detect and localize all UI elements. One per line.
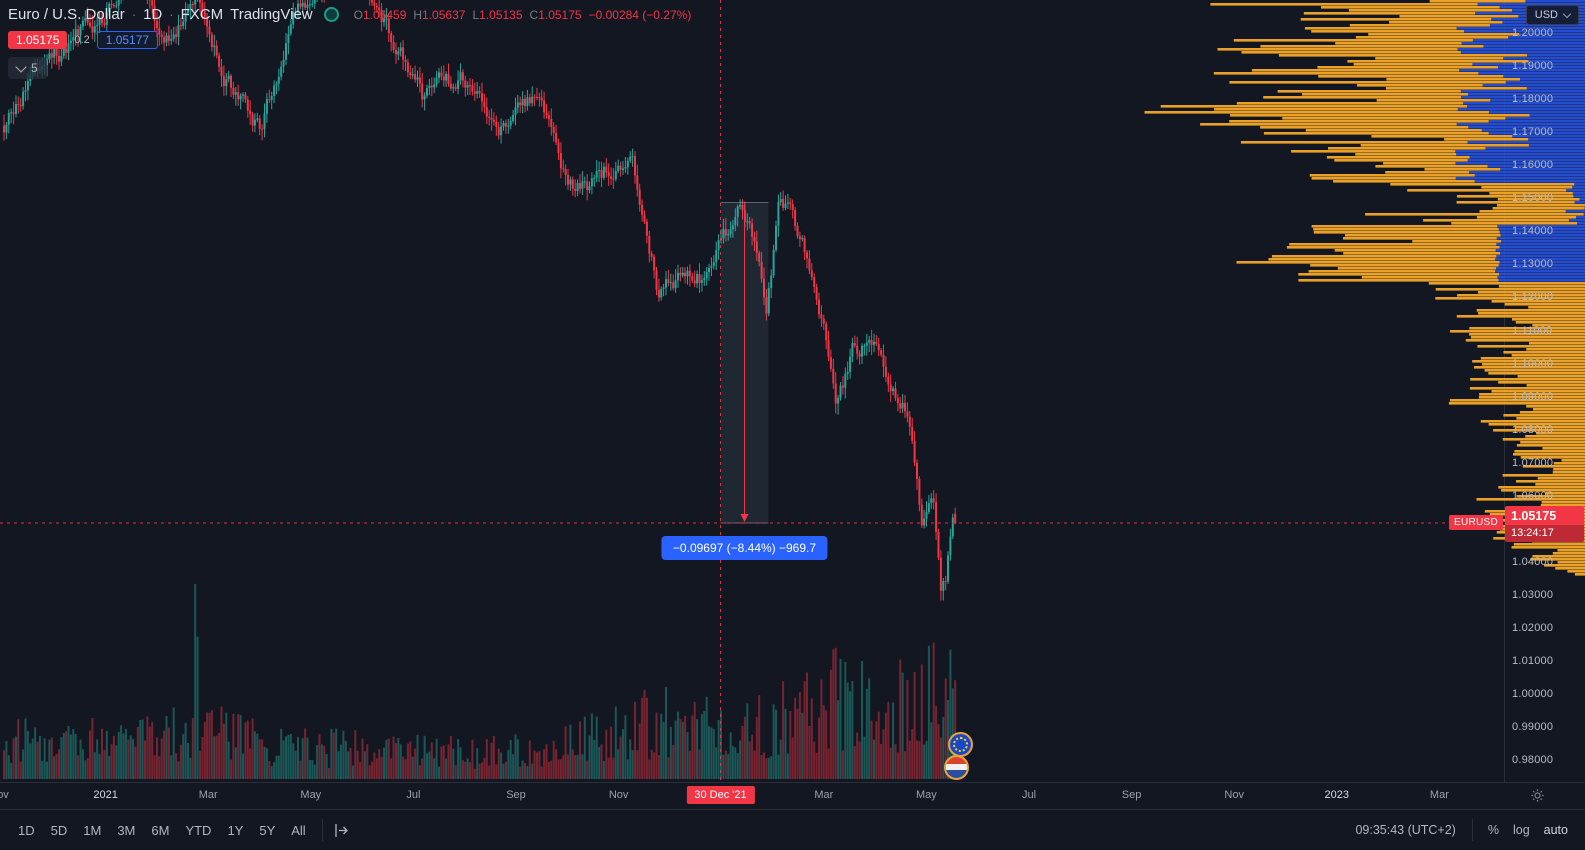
interval-button[interactable]: 1D (143, 6, 163, 23)
time-axis-label: Mar (1429, 789, 1449, 801)
time-axis-label: 2023 (1324, 789, 1350, 801)
measure-tool-label: −0.09697 (−8.44%) −969.7 (661, 536, 828, 561)
time-axis-label: 2021 (93, 789, 118, 801)
time-axis-label: Sep (1121, 789, 1142, 801)
range-all-button[interactable]: All (283, 819, 313, 842)
gear-icon[interactable] (1530, 788, 1545, 803)
date-range-buttons: 1D 5D 1M 3M 6M YTD 1Y 5Y All (10, 819, 314, 842)
log-scale-button[interactable]: log (1506, 819, 1537, 841)
time-axis-label: May (916, 789, 937, 801)
bid-price-button[interactable]: 1.05175 (8, 31, 68, 49)
sticker-flag-icon[interactable] (944, 755, 969, 780)
main-chart-canvas[interactable] (0, 0, 1585, 782)
symbol-title[interactable]: Euro / U.S. Dollar (8, 6, 125, 23)
time-axis-label: Jul (1021, 789, 1037, 801)
spread-value: 0.2 (74, 34, 90, 46)
percent-scale-button[interactable]: % (1481, 819, 1506, 841)
toolbar-divider (321, 819, 323, 841)
bid-ask-row: 1.05175 0.2 1.05177 (8, 31, 691, 49)
last-price-axis-badge: 1.05175 13:24:17 (1505, 506, 1584, 543)
time-axis-label: Nov (608, 789, 629, 801)
market-status-icon[interactable] (323, 7, 339, 22)
range-6m-button[interactable]: 6M (143, 819, 177, 842)
time-axis-label: Sep (506, 789, 526, 801)
exchange-label: FXCM (180, 6, 224, 23)
toolbar-divider (1471, 819, 1473, 841)
currency-label: USD (1534, 9, 1558, 21)
range-5d-button[interactable]: 5D (43, 819, 76, 842)
range-1m-button[interactable]: 1M (75, 819, 109, 842)
time-axis-label: ov (0, 789, 9, 801)
range-3m-button[interactable]: 3M (109, 819, 143, 842)
sticker-eu-flag-icon[interactable] (948, 732, 973, 757)
bar-countdown: 13:24:17 (1505, 525, 1584, 543)
clock-timezone-button[interactable]: 09:35:43 (UTC+2) (1355, 823, 1456, 837)
bar-replay-icon[interactable] (331, 820, 352, 841)
ohlc-high: H1.05637 (413, 7, 466, 22)
legend-title-row: Euro / U.S. Dollar · 1D · FXCM TradingVi… (8, 6, 691, 23)
last-price-value: 1.05175 (1511, 509, 1557, 524)
time-axis-label: Nov (1224, 789, 1244, 801)
chevron-down-icon (1562, 9, 1572, 19)
time-axis[interactable]: ov 2021 Mar May Jul Sep Nov Mar May Jul Sep Nov 2023… (0, 782, 1585, 810)
symbol-price-flag: EURUSD (1449, 515, 1504, 531)
ohlc-open: O1.05459 (353, 7, 407, 22)
ohlc-change: −0.00284 (−0.27%) (588, 7, 692, 22)
range-1y-button[interactable]: 1Y (219, 819, 251, 842)
crosshair-date-badge: 30 Dec '21 (686, 786, 755, 804)
collapsed-indicators-toggle[interactable]: 5 (8, 57, 47, 79)
auto-scale-button[interactable]: auto (1537, 819, 1575, 841)
collapsed-indicators-count: 5 (31, 61, 38, 75)
separator-dot: · (169, 7, 174, 22)
range-5y-button[interactable]: 5Y (251, 819, 283, 842)
time-axis-label: Mar (198, 789, 218, 801)
ohlc-low: L1.05135 (472, 7, 523, 22)
time-axis-label: Jul (406, 789, 421, 801)
ohlc-close: C1.05175 (529, 7, 582, 22)
currency-selector[interactable]: USD (1525, 5, 1579, 25)
chart-legend: Euro / U.S. Dollar · 1D · FXCM TradingVi… (8, 6, 691, 79)
range-ytd-button[interactable]: YTD (177, 819, 219, 842)
time-axis-label: May (300, 789, 322, 801)
bottom-toolbar: 1D 5D 1M 3M 6M YTD 1Y 5Y All 09:35:43 (UTC+2) % … (0, 809, 1585, 850)
ohlc-values: O1.05459 H1.05637 L1.05135 C1.05175 −0.0… (354, 8, 692, 22)
brand-label: TradingView (230, 6, 313, 23)
range-1d-button[interactable]: 1D (10, 819, 43, 842)
time-axis-label: Mar (814, 789, 834, 801)
separator-dot: · (131, 7, 137, 22)
ask-price-button[interactable]: 1.05177 (96, 31, 159, 49)
chevron-down-icon (15, 60, 27, 73)
